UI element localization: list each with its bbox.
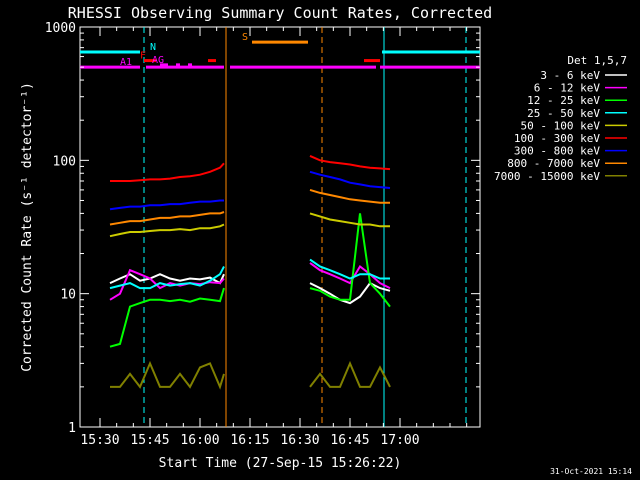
x-axis-label: Start Time (27-Sep-15 15:26:22) bbox=[159, 456, 402, 471]
series-line-8 bbox=[309, 360, 391, 388]
plot-frame bbox=[79, 26, 481, 428]
x-tick-label: 17:00 bbox=[380, 433, 419, 448]
series-line-4 bbox=[109, 223, 225, 238]
series-line-1 bbox=[109, 268, 225, 301]
legend-label: 800 - 7000 keV bbox=[507, 157, 600, 170]
series-line-7 bbox=[109, 211, 225, 226]
x-tick-label: 15:45 bbox=[130, 433, 169, 448]
legend-label: 50 - 100 keV bbox=[521, 119, 601, 132]
series-line-2 bbox=[109, 287, 225, 348]
legend-label: 3 - 6 keV bbox=[540, 69, 600, 82]
legend-label: 6 - 12 keV bbox=[534, 82, 601, 95]
state-bars: N S F AG A1 bbox=[80, 32, 480, 69]
series-line-7 bbox=[309, 188, 390, 204]
state-bar-label: N bbox=[150, 42, 156, 53]
x-tick-label: 16:45 bbox=[330, 433, 369, 448]
series-line-5 bbox=[110, 162, 225, 182]
series-line-0 bbox=[109, 273, 225, 285]
x-tick-label: 16:15 bbox=[230, 433, 269, 448]
y-tick-label: 1 bbox=[68, 421, 76, 436]
series-line-3 bbox=[109, 266, 225, 290]
legend-title: Det 1,5,7 bbox=[567, 54, 627, 67]
series-group bbox=[109, 154, 391, 390]
x-tick-label: 16:30 bbox=[280, 433, 319, 448]
state-bar-label: F bbox=[140, 51, 146, 62]
vertical-markers bbox=[143, 27, 467, 427]
chart-title: RHESSI Observing Summary Count Rates, Co… bbox=[68, 4, 492, 22]
y-tick-label: 10 bbox=[60, 288, 76, 303]
series-line-5 bbox=[309, 154, 391, 171]
series-line-3 bbox=[309, 258, 390, 280]
series-line-4 bbox=[309, 212, 390, 228]
state-bar-label: AG bbox=[152, 55, 164, 66]
y-tick-label: 1000 bbox=[45, 21, 76, 36]
y-axis: 1 10 100 1000 bbox=[45, 21, 480, 436]
x-tick-label: 15:30 bbox=[80, 433, 119, 448]
state-bar-label: A1 bbox=[120, 57, 132, 68]
footer-date: 31-Oct-2021 15:14 bbox=[550, 467, 632, 476]
legend-label: 300 - 800 keV bbox=[514, 145, 600, 158]
series-line-2 bbox=[309, 213, 391, 308]
y-axis-label: Corrected Count Rate (s⁻¹ detector⁻¹) bbox=[20, 82, 35, 372]
x-tick-label: 16:00 bbox=[180, 433, 219, 448]
series-line-6 bbox=[309, 170, 391, 189]
state-bar-label: S bbox=[242, 32, 248, 43]
series-line-6 bbox=[109, 199, 224, 211]
y-tick-label: 100 bbox=[53, 154, 76, 169]
x-axis: 15:30 15:45 16:00 16:15 16:30 16:45 17:00 bbox=[80, 27, 468, 448]
series-line-1 bbox=[309, 262, 391, 289]
legend-label: 25 - 50 keV bbox=[527, 107, 600, 120]
legend-label: 100 - 300 keV bbox=[514, 132, 600, 145]
legend-label: 7000 - 15000 keV bbox=[494, 170, 600, 183]
legend-label: 12 - 25 keV bbox=[527, 94, 600, 107]
series-line-0 bbox=[309, 281, 391, 305]
series-line-8 bbox=[110, 360, 225, 390]
